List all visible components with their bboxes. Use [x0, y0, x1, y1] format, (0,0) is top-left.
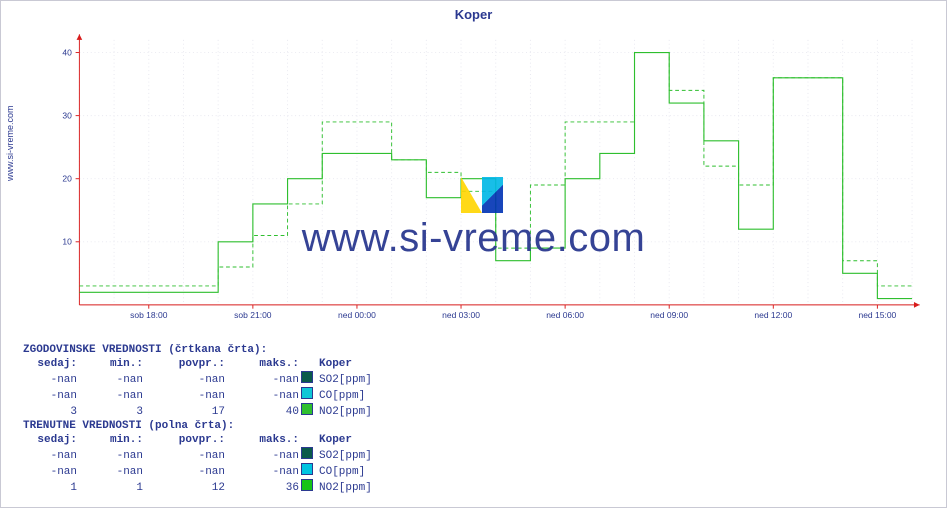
- legend-row: 111236NO2[ppm]: [23, 479, 415, 495]
- svg-text:20: 20: [62, 174, 72, 184]
- svg-text:10: 10: [62, 237, 72, 247]
- svg-text:ned 06:00: ned 06:00: [546, 310, 584, 320]
- svg-text:ned 12:00: ned 12:00: [754, 310, 792, 320]
- svg-text:ned 03:00: ned 03:00: [442, 310, 480, 320]
- legend-row: -nan-nan-nan-nanCO[ppm]: [23, 463, 415, 479]
- legend-block: ZGODOVINSKE VREDNOSTI (črtkana črta):sed…: [23, 343, 415, 495]
- legend-heading: TRENUTNE VREDNOSTI (polna črta):: [23, 419, 415, 433]
- plot-area: 10203040sob 18:00sob 21:00ned 00:00ned 0…: [51, 27, 931, 307]
- legend-row: -nan-nan-nan-nanCO[ppm]: [23, 387, 415, 403]
- legend-row: -nan-nan-nan-nanSO2[ppm]: [23, 371, 415, 387]
- legend-columns: sedaj:min.:povpr.:maks.:Koper: [23, 433, 415, 447]
- chart-title: Koper: [1, 7, 946, 22]
- site-label-vertical: www.si-vreme.com: [5, 105, 15, 181]
- svg-text:sob 21:00: sob 21:00: [234, 310, 272, 320]
- legend-row: 331740NO2[ppm]: [23, 403, 415, 419]
- svg-text:30: 30: [62, 110, 72, 120]
- svg-text:ned 15:00: ned 15:00: [858, 310, 896, 320]
- chart-frame: www.si-vreme.com Koper 10 20 30 40 sob 18:00…: [0, 0, 947, 508]
- svg-text:sob 18:00: sob 18:00: [130, 310, 168, 320]
- watermark-icon: [461, 177, 503, 213]
- svg-text:ned 00:00: ned 00:00: [338, 310, 376, 320]
- legend-heading: ZGODOVINSKE VREDNOSTI (črtkana črta):: [23, 343, 415, 357]
- svg-text:ned 09:00: ned 09:00: [650, 310, 688, 320]
- legend-columns: sedaj:min.:povpr.:maks.:Koper: [23, 357, 415, 371]
- svg-text:40: 40: [62, 47, 72, 57]
- legend-row: -nan-nan-nan-nanSO2[ppm]: [23, 447, 415, 463]
